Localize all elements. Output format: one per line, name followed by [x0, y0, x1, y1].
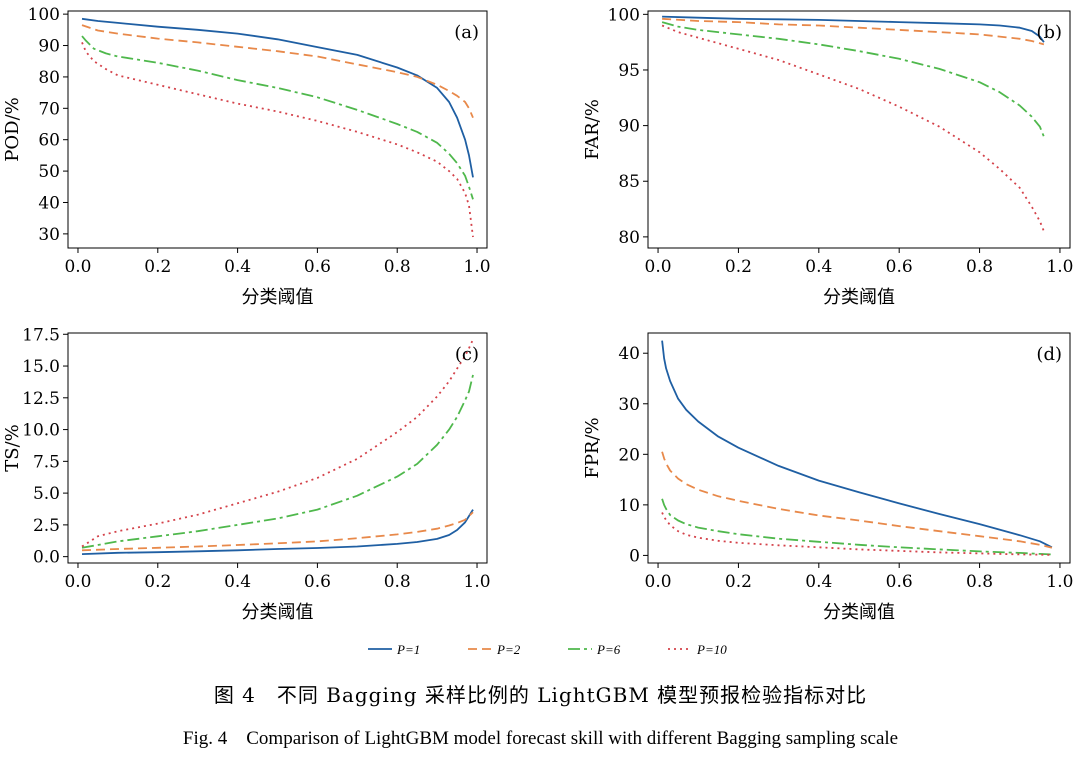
x-tick-label: 0.2	[144, 572, 171, 592]
panel-c: 0.0 0.2 0.4 0.6 0.8 1.0 0.0 2.5 5.0 7.5 10.0 12.5 15…	[2, 325, 491, 623]
y-tick-label: 80	[618, 228, 640, 248]
y-axis-label: FPR/%	[582, 417, 603, 478]
series-line-P10-panel-a	[81, 42, 474, 238]
y-tick-label: 60	[38, 131, 60, 151]
x-tick-label: 0.0	[645, 257, 672, 277]
axes-frame	[67, 332, 488, 564]
y-tick-label: 10	[618, 496, 640, 516]
panel-tag-label: (a)	[454, 22, 479, 43]
series-line-P6-panel-a	[81, 35, 474, 200]
x-tick-label: 0.8	[966, 257, 993, 277]
series-line-P2-panel-b	[662, 17, 1045, 46]
y-axis-label: POD/%	[2, 97, 23, 161]
chart-panels: 0.0 0.2 0.4 0.6 0.8 1.030405060708090100分类阈值P…	[2, 5, 1073, 623]
y-tick-label: 85	[618, 172, 640, 192]
y-tick-label: 0	[629, 546, 640, 566]
y-tick-label: 95	[618, 61, 640, 81]
series-line-P2-panel-c	[81, 511, 474, 552]
panel-tag-label: (d)	[1036, 344, 1062, 365]
y-tick-label: 90	[618, 117, 640, 137]
axes-frame	[647, 332, 1071, 564]
x-tick-label: 0.8	[966, 572, 993, 592]
x-tick-label: 0.6	[886, 257, 913, 277]
x-tick-label: 0.0	[64, 572, 91, 592]
series-line-P6-panel-c	[81, 374, 474, 549]
series-line-P1-panel-b	[662, 15, 1045, 43]
panel-tag-label: (b)	[1036, 22, 1062, 43]
x-tick-label: 1.0	[1046, 257, 1073, 277]
x-tick-label: 0.6	[886, 572, 913, 592]
figure-caption-english: Fig. 4 Comparison of LightGBM model fore…	[182, 728, 899, 749]
y-tick-label: 50	[38, 162, 60, 182]
panel-b: 0.0 0.2 0.4 0.6 0.8 1.0 80 85 90 95 100 分类阈值 FAR/% (b…	[582, 5, 1073, 308]
y-tick-label: 30	[618, 395, 640, 415]
x-tick-label: 1.0	[464, 572, 491, 592]
y-tick-label: 40	[38, 193, 60, 213]
legend-label-P10: P=10	[696, 642, 727, 657]
x-tick-label: 0.0	[64, 257, 91, 277]
y-axis-label: TS/%	[2, 424, 23, 472]
series-line-P2-panel-d	[661, 451, 1053, 549]
series-line-P1-panel-d	[661, 340, 1053, 549]
series-line-P10-panel-b	[661, 24, 1045, 232]
x-tick-label: 0.4	[224, 257, 251, 277]
y-tick-label: 30	[38, 225, 60, 245]
y-tick-label: 2.5	[33, 516, 60, 536]
x-axis-label: 分类阈值	[823, 287, 895, 308]
y-tick-label: 12.5	[22, 389, 60, 409]
x-tick-label: 0.4	[805, 572, 832, 592]
x-tick-label: 1.0	[1046, 572, 1073, 592]
x-tick-label: 0.2	[144, 257, 171, 277]
series-line-P6-panel-b	[661, 21, 1045, 138]
y-tick-label: 17.5	[22, 325, 60, 345]
axes-frame	[67, 10, 488, 249]
x-tick-label: 0.8	[384, 572, 411, 592]
x-axis-label: 分类阈值	[823, 602, 895, 623]
series-line-P1-panel-c	[81, 509, 474, 555]
x-tick-label: 0.2	[725, 257, 752, 277]
x-tick-label: 0.6	[304, 257, 331, 277]
y-tick-label: 20	[618, 445, 640, 465]
x-axis-label: 分类阈值	[242, 287, 314, 308]
y-tick-label: 40	[618, 344, 640, 364]
series-line-P10-panel-d	[661, 512, 1052, 556]
legend-label-P2: P=2	[496, 642, 521, 657]
y-tick-label: 15.0	[22, 357, 60, 377]
x-tick-label: 0.4	[805, 257, 832, 277]
y-axis-label: FAR/%	[582, 99, 603, 160]
x-tick-label: 0.6	[304, 572, 331, 592]
y-tick-label: 80	[38, 68, 60, 88]
y-tick-label: 5.0	[33, 484, 60, 504]
x-tick-label: 0.2	[725, 572, 752, 592]
panel-tag-label: (c)	[455, 344, 479, 365]
x-tick-label: 1.0	[464, 257, 491, 277]
x-axis-label: 分类阈值	[242, 602, 314, 623]
figure-caption-chinese: 图 4 不同 Bagging 采样比例的 LightGBM 模型预报检验指标对比	[213, 683, 868, 707]
y-tick-label: 90	[38, 37, 60, 57]
x-tick-label: 0.4	[224, 572, 251, 592]
legend-label-P1: P=1	[396, 642, 420, 657]
panel-d: 0.0 0.2 0.4 0.6 0.8 1.0 0 10 20 30 40 分类阈值 FPR/% (d)	[582, 332, 1073, 623]
series-line-P1-panel-a	[81, 17, 474, 178]
y-tick-label: 10.0	[22, 421, 60, 441]
series-line-P2-panel-a	[81, 24, 474, 119]
series-line-P6-panel-d	[661, 498, 1052, 556]
x-tick-label: 0.0	[645, 572, 672, 592]
y-tick-label: 70	[38, 99, 60, 119]
y-tick-label: 0.0	[33, 548, 60, 568]
y-tick-label: 100	[608, 5, 640, 25]
x-tick-label: 0.8	[384, 257, 411, 277]
panel-a: 0.0 0.2 0.4 0.6 0.8 1.0 30 40 50 60 70 80 90 100 分类阈值 P…	[2, 5, 491, 308]
axes-frame	[647, 10, 1071, 249]
series-line-P10-panel-c	[81, 339, 474, 548]
y-tick-label: 100	[28, 5, 60, 25]
y-tick-label: 7.5	[33, 452, 60, 472]
legend: P=1 P=2 P=6 P=10	[368, 642, 727, 657]
legend-label-P6: P=6	[596, 642, 621, 657]
